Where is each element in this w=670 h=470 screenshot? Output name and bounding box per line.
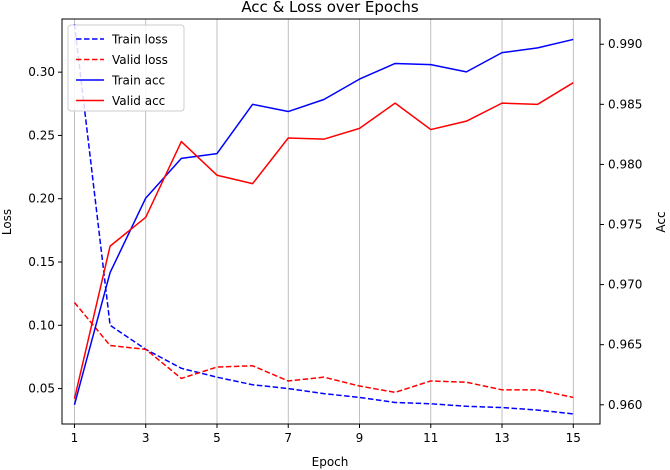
y2-tick-label: 0.960 (608, 398, 642, 412)
x-axis-label: Epoch (312, 455, 349, 469)
y-tick-label: 0.15 (28, 255, 55, 269)
legend-label: Valid acc (112, 94, 165, 108)
x-tick-label: 5 (213, 431, 221, 445)
y2-tick-label: 0.970 (608, 278, 642, 292)
legend: Train loss Valid loss Train acc Valid acc (67, 24, 185, 112)
y2-tick-label: 0.990 (608, 37, 642, 51)
series-line-train-acc (73, 38, 574, 405)
y-tick-label: 0.20 (28, 192, 55, 206)
y-tick-label: 0.10 (28, 318, 55, 332)
x-tick-label: 1 (71, 431, 79, 445)
y2-tick-label: 0.985 (608, 97, 642, 111)
legend-label: Valid loss (112, 53, 168, 67)
y-tick-label: 0.25 (28, 128, 55, 142)
x-tick-label: 3 (142, 431, 150, 445)
series-line-train-loss (73, 23, 574, 415)
x-tick-label: 15 (566, 431, 581, 445)
x-tick-label: 11 (423, 431, 438, 445)
x-tick-label: 9 (356, 431, 364, 445)
y-tick-label: 0.05 (28, 382, 55, 396)
legend-box (67, 24, 185, 112)
series-line-valid-acc (73, 82, 574, 399)
y-axis-label: Loss (0, 209, 14, 235)
y2-tick-label: 0.980 (608, 157, 642, 171)
y2-axis-label: Acc (654, 211, 668, 232)
axis-ticks: 1 3 5 7 9 11 13 150.050.100.150.200.250.300.960… (28, 37, 642, 445)
legend-label: Train loss (111, 33, 168, 47)
y2-tick-label: 0.965 (608, 338, 642, 352)
y-tick-label: 0.30 (28, 65, 55, 79)
legend-label: Train acc (111, 74, 165, 88)
x-tick-label: 13 (494, 431, 509, 445)
series-lines (73, 23, 574, 415)
chart-title: Acc & Loss over Epochs (241, 0, 419, 16)
x-tick-label: 7 (284, 431, 292, 445)
y2-tick-label: 0.975 (608, 218, 642, 232)
plot-frame (61, 18, 601, 425)
series-line-valid-loss (73, 302, 574, 399)
